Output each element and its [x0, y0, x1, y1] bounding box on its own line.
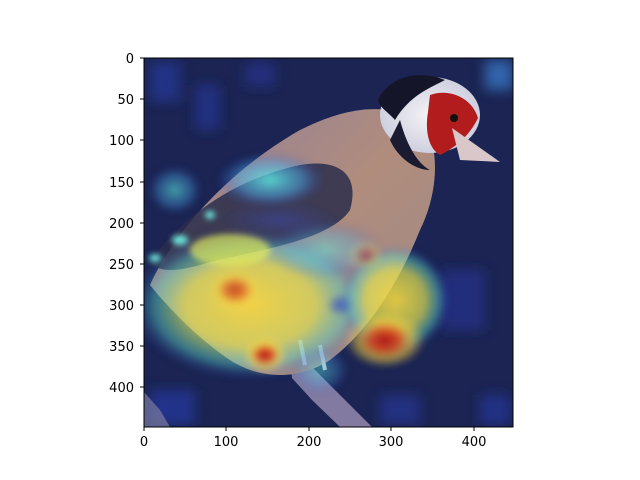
- y-tick: 250: [109, 258, 144, 273]
- x-tick-label: 200: [297, 435, 322, 450]
- y-tick-label: 50: [117, 93, 134, 108]
- x-axis: 0 100 200 300 400: [140, 427, 487, 450]
- x-tick: 100: [214, 427, 239, 450]
- y-tick: 200: [109, 217, 144, 232]
- y-tick-label: 300: [109, 299, 134, 314]
- y-tick: 300: [109, 299, 144, 314]
- x-tick: 400: [462, 427, 487, 450]
- x-tick-label: 0: [140, 435, 148, 450]
- y-tick-label: 150: [109, 176, 134, 191]
- y-axis: 0 50 100 150 200 250 300 350 400: [109, 52, 144, 396]
- x-tick-label: 300: [379, 435, 404, 450]
- x-tick-label: 100: [214, 435, 239, 450]
- y-tick-label: 400: [109, 381, 134, 396]
- y-tick-label: 350: [109, 340, 134, 355]
- y-tick: 100: [109, 134, 144, 149]
- x-tick: 300: [379, 427, 404, 450]
- y-tick-label: 0: [126, 52, 134, 67]
- y-tick: 350: [109, 340, 144, 355]
- y-tick-label: 250: [109, 258, 134, 273]
- axes-frame: [143, 57, 514, 428]
- heatmap-overlay: [144, 152, 450, 395]
- x-tick-label: 400: [462, 435, 487, 450]
- y-tick: 150: [109, 176, 144, 191]
- heatmap-image: [144, 58, 513, 427]
- y-tick: 400: [109, 381, 144, 396]
- x-tick: 0: [140, 427, 148, 450]
- y-tick-label: 200: [109, 217, 134, 232]
- y-tick-label: 100: [109, 134, 134, 149]
- y-tick: 50: [117, 93, 144, 108]
- x-tick: 200: [297, 427, 322, 450]
- y-tick: 0: [126, 52, 144, 67]
